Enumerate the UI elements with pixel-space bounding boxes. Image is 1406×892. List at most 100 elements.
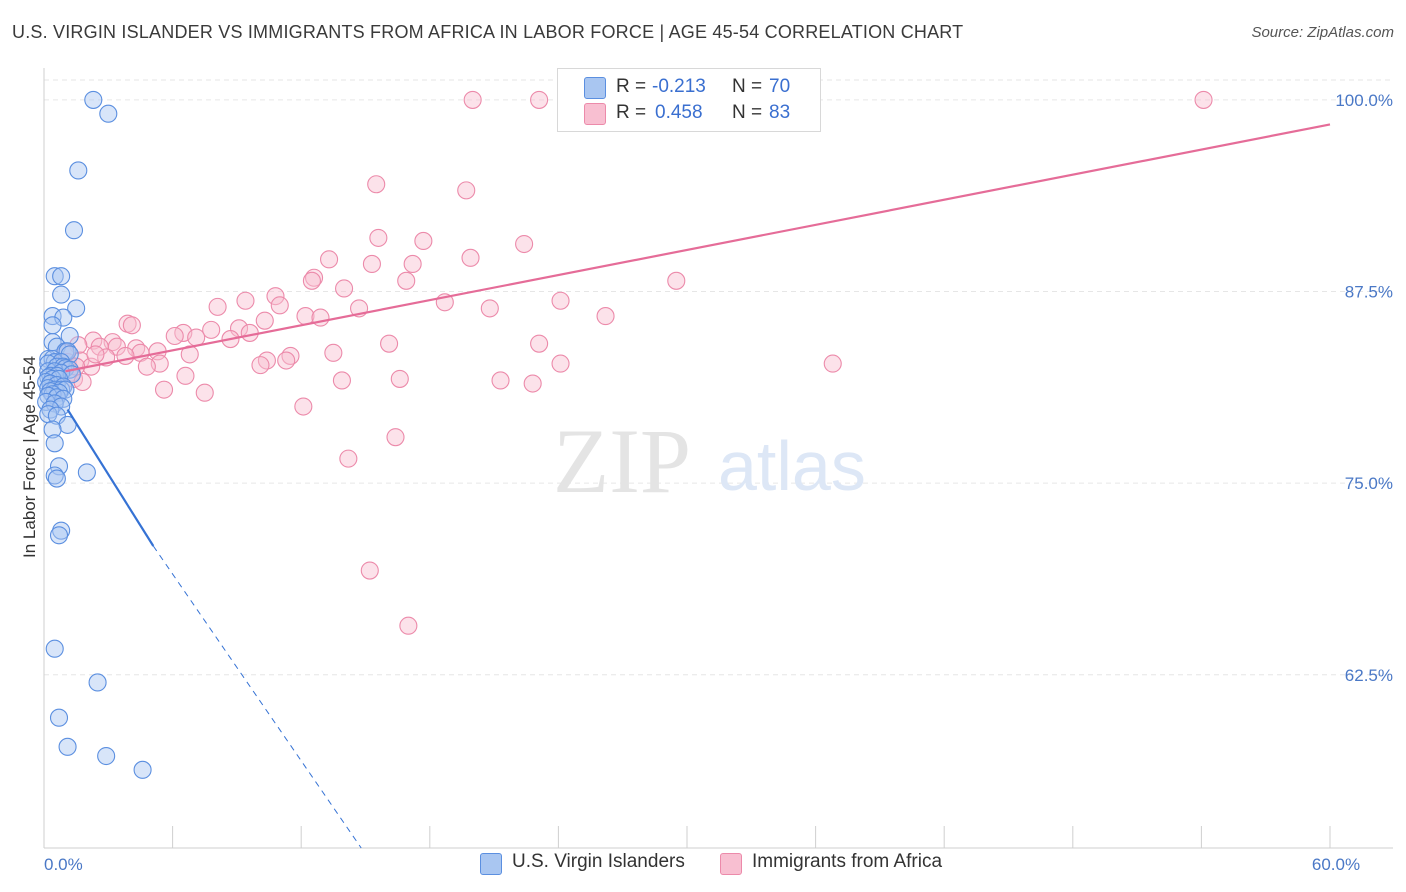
- virgin-points: [37, 90, 152, 779]
- grid-lines: [44, 79, 1393, 676]
- africa-point: [266, 287, 285, 306]
- africa-point: [176, 366, 195, 385]
- africa-point: [596, 307, 615, 326]
- virgin-point: [54, 389, 73, 408]
- bottom-legend-swatch-africa: [720, 853, 742, 875]
- africa-point: [414, 231, 433, 251]
- africa-point: [270, 296, 289, 315]
- virgin-point: [45, 434, 64, 453]
- africa-point: [116, 346, 135, 365]
- virgin-point: [77, 463, 96, 482]
- virgin-point: [43, 420, 62, 439]
- africa-point: [367, 175, 386, 194]
- legend-n-label: N =: [732, 102, 763, 123]
- x-tick-label: 60.0%: [1312, 855, 1360, 874]
- watermark-atlas: atlas: [718, 427, 866, 505]
- africa-point: [397, 271, 416, 290]
- y-axis-label: In Labor Force | Age 45-54: [20, 356, 39, 558]
- virgin-point: [67, 299, 86, 318]
- africa-point: [362, 254, 381, 274]
- africa-point: [240, 323, 259, 342]
- africa-point: [457, 181, 476, 200]
- africa-point: [257, 351, 276, 370]
- y-tick-label: 100.0%: [1335, 91, 1393, 110]
- africa-point: [369, 228, 388, 247]
- bottom-legend-label-virgin: U.S. Virgin Islanders: [512, 851, 685, 872]
- legend-r-value-africa: 0.458: [655, 102, 703, 123]
- africa-point: [335, 279, 354, 298]
- virgin-point: [47, 469, 66, 488]
- africa-point: [277, 351, 296, 370]
- africa-point: [480, 299, 499, 318]
- virgin-point: [133, 760, 152, 779]
- legend-r-label: R =: [616, 76, 647, 97]
- virgin-point: [52, 285, 71, 304]
- africa-points: [47, 90, 1213, 635]
- africa-point: [380, 334, 399, 353]
- africa-point: [399, 616, 418, 635]
- virgin-point: [52, 267, 71, 286]
- watermark-zip: ZIP: [553, 410, 691, 512]
- trend-lines: [65, 123, 1331, 849]
- legend-n-value-virgin: 70: [769, 76, 791, 97]
- africa-point: [386, 428, 405, 447]
- africa-point: [324, 343, 343, 362]
- legend-swatch-africa: [584, 103, 606, 125]
- africa-point: [463, 90, 482, 109]
- africa-point: [339, 449, 358, 468]
- africa-point: [122, 316, 141, 335]
- legend-swatch-virgin: [584, 77, 606, 99]
- africa-point: [251, 356, 270, 375]
- watermark: ZIP atlas: [553, 410, 866, 512]
- africa-trend-line: [65, 123, 1331, 373]
- africa-point: [461, 248, 480, 267]
- africa-point: [360, 561, 379, 580]
- y-tick-label: 62.5%: [1345, 666, 1393, 685]
- x-tick-label: 0.0%: [44, 855, 83, 874]
- legend-r-value-virgin: -0.213: [652, 76, 706, 97]
- africa-point: [332, 371, 351, 390]
- legend-n-label: N =: [732, 76, 763, 97]
- africa-point: [86, 345, 105, 364]
- source-label: Source: ZipAtlas.com: [1251, 24, 1394, 41]
- africa-point: [1194, 90, 1213, 109]
- africa-point: [305, 268, 324, 287]
- virgin-trend-extension: [152, 545, 362, 849]
- africa-point: [255, 311, 274, 330]
- africa-point: [296, 307, 315, 326]
- africa-point: [523, 374, 542, 393]
- africa-point: [236, 291, 255, 310]
- virgin-point: [58, 737, 77, 756]
- africa-point: [154, 380, 174, 399]
- bottom-legend-swatch-virgin: [480, 853, 502, 875]
- virgin-point: [45, 639, 64, 658]
- virgin-point: [99, 104, 118, 123]
- virgin-point: [88, 673, 107, 692]
- virgin-point: [69, 161, 88, 180]
- africa-point: [530, 334, 549, 353]
- africa-point: [667, 271, 686, 290]
- africa-point: [515, 234, 534, 254]
- africa-point: [403, 254, 422, 274]
- africa-point: [302, 271, 321, 290]
- virgin-point: [45, 466, 64, 485]
- virgin-point: [64, 221, 84, 240]
- africa-point: [551, 354, 570, 373]
- tick-labels: 62.5% 75.0% 87.5% 100.0% 0.0% 60.0%: [44, 91, 1393, 874]
- africa-point: [320, 250, 339, 269]
- virgin-point: [97, 746, 116, 766]
- africa-point: [195, 383, 214, 402]
- africa-point: [137, 357, 156, 376]
- africa-point: [551, 291, 570, 310]
- legend-n-value-africa: 83: [769, 102, 791, 123]
- virgin-point: [84, 90, 103, 109]
- correlation-legend: R = -0.213 N = 70 R = 0.458 N = 83: [557, 68, 821, 132]
- y-tick-label: 75.0%: [1345, 474, 1393, 493]
- africa-point: [294, 397, 313, 416]
- africa-point: [491, 371, 510, 390]
- africa-point: [208, 297, 227, 316]
- virgin-point: [52, 521, 71, 540]
- virgin-point: [49, 708, 69, 727]
- virgin-point: [43, 316, 62, 335]
